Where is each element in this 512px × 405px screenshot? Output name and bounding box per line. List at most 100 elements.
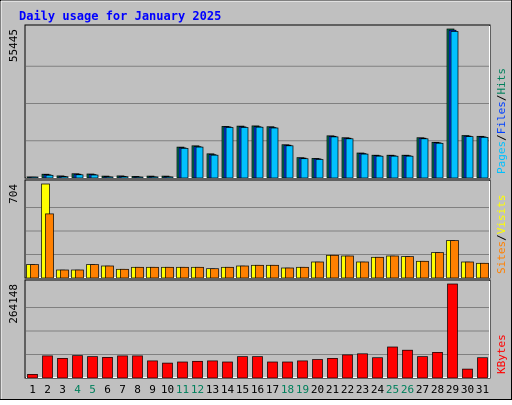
bar-sites-day-13 (210, 268, 219, 279)
bar-sites-day-6 (105, 265, 114, 279)
bar-sites-day-4 (75, 269, 84, 279)
bar-pages-day-13 (210, 154, 219, 179)
x-tick-label-day-8: 8 (134, 383, 141, 396)
x-tick-label-day-21: 21 (326, 383, 339, 396)
x-tick-label-day-11: 11 (176, 383, 189, 396)
bar-pages-day-22 (345, 138, 354, 179)
bar-sites-day-8 (135, 266, 144, 279)
panel-kbytes: 264148 KBytes (7, 279, 508, 379)
bar-pages-day-7 (120, 176, 129, 179)
bar-sites-day-24 (375, 256, 384, 279)
bar-kbytes-day-19 (297, 360, 308, 379)
x-tick-label-day-26: 26 (401, 383, 414, 396)
bar-kbytes-day-22 (342, 354, 353, 379)
bar-pages-day-23 (360, 153, 369, 179)
bar-pages-day-26 (405, 155, 414, 179)
x-tick-label-day-23: 23 (356, 383, 369, 396)
x-tick-label-day-9: 9 (149, 383, 156, 396)
bar-sites-day-12 (195, 266, 204, 279)
bar-pages-day-31 (480, 137, 489, 179)
bar-kbytes-day-24 (372, 357, 383, 379)
bar-pages-day-27 (420, 138, 429, 179)
bar-pages-day-2 (45, 174, 54, 179)
bar-kbytes-day-2 (42, 355, 53, 379)
bar-pages-day-24 (375, 155, 384, 179)
bar-kbytes-day-26 (402, 349, 413, 379)
x-tick-label-day-6: 6 (104, 383, 111, 396)
bar-pages-day-25 (390, 155, 399, 179)
bar-pages-day-1 (30, 176, 39, 179)
x-tick-label-day-10: 10 (161, 383, 174, 396)
bar-sites-day-18 (285, 267, 294, 279)
bar-kbytes-day-28 (432, 352, 443, 379)
x-tick-label-day-14: 14 (221, 383, 235, 396)
bar-sites-day-11 (180, 266, 189, 279)
bar-pages-day-4 (75, 174, 84, 179)
chart-title: Daily usage for January 2025 (19, 9, 221, 23)
bar-kbytes-day-10 (162, 362, 173, 379)
bar-sites-day-16 (255, 264, 264, 279)
x-tick-label-day-5: 5 (89, 383, 96, 396)
legend-hits: Pages/Files/Hits (495, 68, 508, 174)
x-tick-label-day-17: 17 (266, 383, 279, 396)
bar-kbytes-day-16 (252, 356, 263, 379)
bar-pages-day-19 (300, 158, 309, 179)
bar-pages-day-6 (105, 176, 114, 179)
bar-kbytes-day-1 (27, 374, 38, 379)
x-tick-label-day-15: 15 (236, 383, 249, 396)
legend-files: Files (495, 101, 508, 134)
bar-kbytes-day-9 (147, 360, 158, 379)
legend-kbytes: KBytes (495, 334, 508, 374)
bar-kbytes-day-12 (192, 360, 203, 379)
bar-sites-day-21 (330, 254, 339, 279)
legend-hits: Hits (495, 68, 508, 95)
legend-text: Pages/Files/Hits (495, 68, 508, 174)
legend-sites: Sites (495, 241, 508, 274)
x-tick-label-day-22: 22 (341, 383, 354, 396)
bar-kbytes-day-11 (177, 361, 188, 379)
x-tick-label-day-2: 2 (44, 383, 51, 396)
bar-pages-day-21 (330, 136, 339, 179)
axis-max-label: 264148 (7, 284, 20, 324)
bar-sites-day-25 (390, 255, 399, 279)
bar-sites-day-30 (465, 261, 474, 279)
bar-pages-day-12 (195, 146, 204, 179)
bar-pages-day-5 (90, 174, 99, 179)
x-tick-label-day-25: 25 (386, 383, 399, 396)
bar-kbytes-day-27 (417, 356, 428, 379)
bar-pages-day-15 (240, 127, 249, 179)
legend-kbytes: KBytes (495, 334, 508, 374)
bar-pages-day-28 (435, 142, 444, 179)
bar-sites-day-28 (435, 252, 444, 279)
legend-separator: / (495, 134, 508, 141)
bar-pages-day-30 (465, 136, 474, 179)
legend-text: KBytes (495, 334, 508, 374)
bar-kbytes-day-21 (327, 358, 338, 379)
bar-kbytes-day-29 (447, 283, 458, 379)
axis-max-label: 704 (7, 184, 20, 204)
bar-sites-day-19 (300, 266, 309, 279)
bar-sites-day-14 (225, 266, 234, 279)
x-axis: 1 2 3 4 5 6 7 8 9 10 11 12 13 14 15 16 17 18 19 20 21 22 23 24 2… (29, 383, 489, 396)
legend-separator: / (495, 234, 508, 241)
bar-kbytes-day-15 (237, 356, 248, 379)
x-tick-label-day-13: 13 (206, 383, 219, 396)
bar-sites-day-17 (270, 264, 279, 279)
x-tick-label-day-19: 19 (296, 383, 309, 396)
bar-sites-day-3 (60, 269, 69, 279)
bar-kbytes-day-25 (387, 346, 398, 379)
legend-separator: / (495, 95, 508, 102)
x-tick-label-day-4: 4 (74, 383, 81, 396)
bar-sites-day-2 (45, 213, 54, 279)
bar-pages-day-11 (180, 148, 189, 179)
bar-sites-day-31 (480, 262, 489, 279)
x-tick-label-day-3: 3 (59, 383, 66, 396)
bar-sites-day-10 (165, 266, 174, 279)
x-tick-label-day-18: 18 (281, 383, 294, 396)
bar-sites-day-5 (90, 264, 99, 279)
legend-text: Sites/Visits (495, 195, 508, 275)
bar-kbytes-day-13 (207, 360, 218, 379)
bar-sites-day-7 (120, 268, 129, 279)
